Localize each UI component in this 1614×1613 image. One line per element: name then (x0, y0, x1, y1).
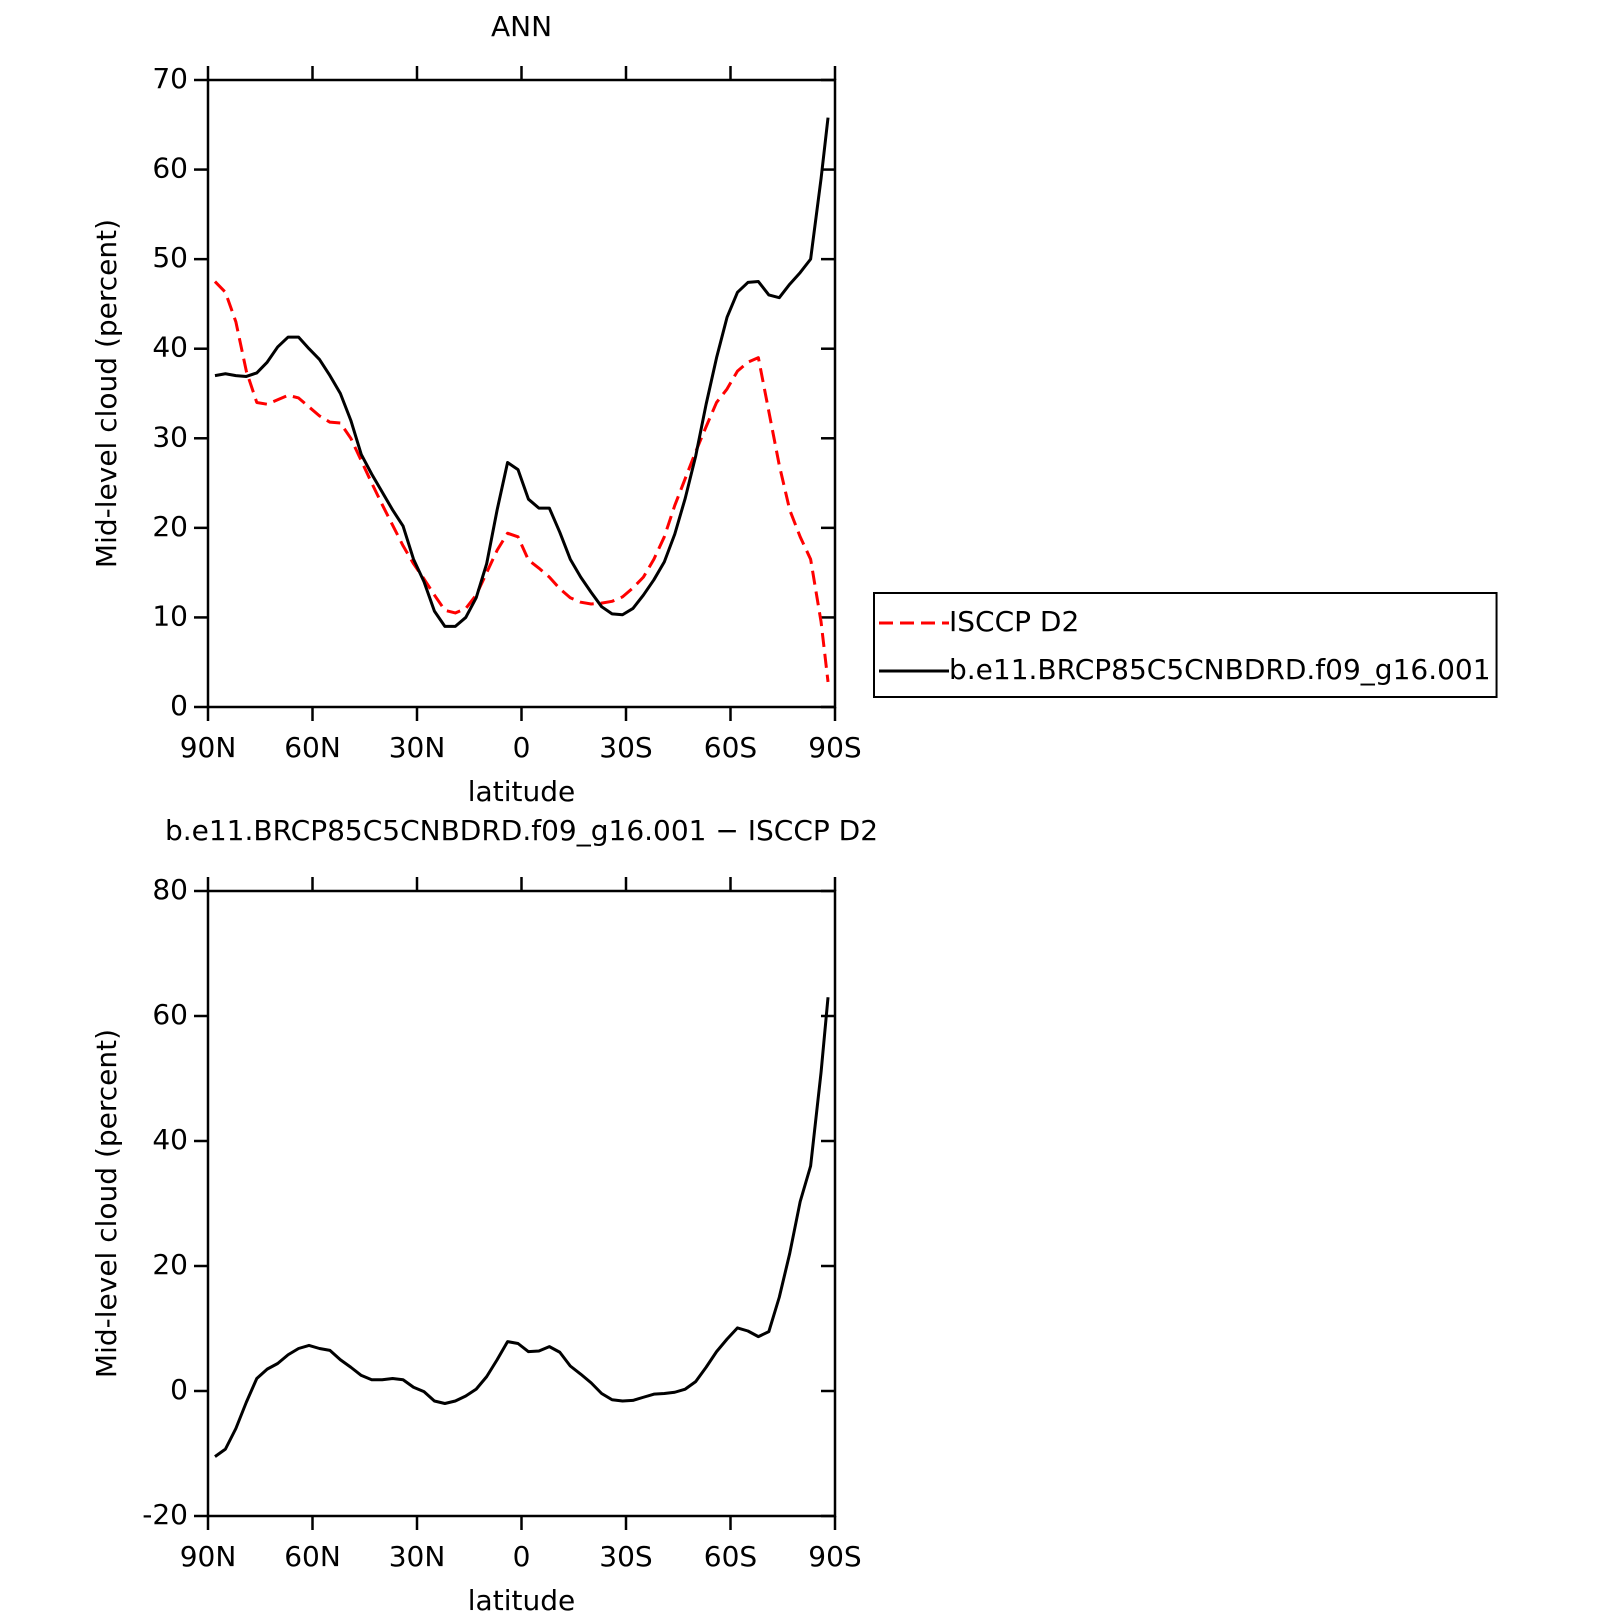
x-tick-label: 30S (599, 1540, 652, 1573)
plot-frame (206, 78, 837, 709)
x-axis-label: latitude (468, 775, 575, 808)
y-axis-label: Mid-level cloud (percent) (90, 219, 123, 568)
y-tick-label: -20 (142, 1498, 188, 1531)
x-tick-label: 30S (599, 731, 652, 764)
y-tick-label: 20 (152, 1248, 188, 1281)
x-tick-label: 90S (808, 1540, 861, 1573)
y-tick-label: 0 (170, 1373, 188, 1406)
legend: ISCCP D2 b.e11.BRCP85C5CNBDRD.f09_g16.001 (873, 592, 1498, 698)
y-tick-label: 50 (152, 241, 188, 274)
x-tick-label: 60S (704, 1540, 757, 1573)
x-tick-label: 90S (808, 731, 861, 764)
x-tick-label: 60S (704, 731, 757, 764)
y-tick-label: 60 (152, 152, 188, 185)
legend-frame (873, 592, 1498, 698)
y-tick-label: 60 (152, 998, 188, 1031)
x-tick-label: 60N (284, 1540, 341, 1573)
x-tick-label: 0 (513, 1540, 531, 1573)
y-tick-label: 20 (152, 510, 188, 543)
y-tick-label: 10 (152, 599, 188, 632)
x-tick-label: 90N (180, 731, 237, 764)
y-tick-label: 70 (152, 62, 188, 95)
chart-title: b.e11.BRCP85C5CNBDRD.f09_g16.001 − ISCCP… (165, 814, 878, 847)
y-tick-label: 0 (170, 689, 188, 722)
legend-label: b.e11.BRCP85C5CNBDRD.f09_g16.001 (949, 653, 1491, 686)
legend-label: ISCCP D2 (949, 605, 1079, 638)
x-tick-label: 30N (389, 731, 446, 764)
y-tick-label: 40 (152, 331, 188, 364)
x-tick-label: 0 (513, 731, 531, 764)
data-line (214, 997, 830, 1458)
x-axis-label: latitude (468, 1584, 575, 1613)
data-line (214, 117, 830, 628)
x-tick-label: 30N (389, 1540, 446, 1573)
y-tick-label: 80 (152, 873, 188, 906)
x-tick-label: 90N (180, 1540, 237, 1573)
y-axis-label: Mid-level cloud (percent) (90, 1029, 123, 1378)
data-line (213, 280, 830, 683)
x-tick-label: 60N (284, 731, 341, 764)
plot-frame (206, 889, 837, 1518)
y-tick-label: 30 (152, 420, 188, 453)
chart-title: ANN (491, 10, 552, 43)
y-tick-label: 40 (152, 1123, 188, 1156)
